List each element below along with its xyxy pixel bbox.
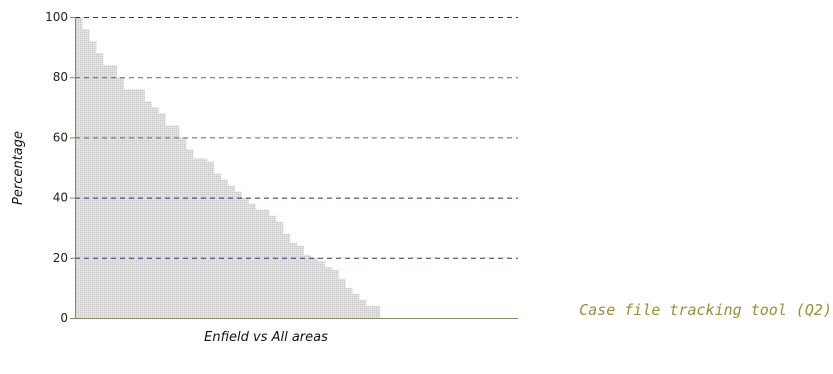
- area-bar: [275, 221, 284, 318]
- area-bar: [206, 161, 215, 318]
- area-bar: [344, 287, 353, 318]
- area-bar: [331, 269, 339, 318]
- area-layer: [75, 17, 381, 319]
- area-bar: [192, 158, 201, 318]
- y-tick-label: 60: [53, 130, 68, 144]
- area-bar: [303, 254, 311, 318]
- area-bar: [365, 305, 374, 318]
- area-bar: [95, 53, 104, 319]
- area-bar: [261, 209, 270, 318]
- area-bar: [289, 242, 298, 318]
- area-bar: [81, 29, 90, 318]
- area-bar: [137, 89, 145, 319]
- legend-series-label: Case file tracking tool (Q2): [579, 301, 832, 319]
- area-bar: [248, 203, 256, 318]
- area-bar: [241, 197, 249, 318]
- y-tick-label: 100: [45, 10, 68, 24]
- area-bar: [130, 89, 138, 319]
- area-bar: [268, 215, 277, 318]
- y-axis-title: Percentage: [11, 131, 26, 205]
- area-bar: [296, 245, 305, 318]
- y-tick-label: 0: [60, 311, 68, 325]
- area-bar: [317, 260, 325, 318]
- area-bar: [185, 149, 194, 318]
- x-axis-title: Enfield vs All areas: [204, 330, 328, 345]
- area-bar: [88, 41, 97, 318]
- area-bar: [171, 125, 180, 318]
- area-bar: [144, 101, 152, 318]
- area-bar: [151, 107, 159, 318]
- area-bar: [234, 191, 242, 318]
- area-bar: [178, 137, 187, 318]
- y-tick-label: 20: [53, 251, 68, 265]
- area-bar: [324, 266, 332, 318]
- area-bar: [351, 293, 360, 318]
- area-bar: [102, 65, 111, 318]
- area-bar: [213, 173, 221, 318]
- y-tick-label: 80: [53, 70, 68, 84]
- y-tick-label: 40: [53, 191, 68, 205]
- area-bar: [75, 17, 83, 318]
- area-bar: [109, 65, 118, 318]
- area-bar: [372, 305, 381, 318]
- area-bar: [164, 125, 173, 318]
- area-bar: [254, 209, 263, 318]
- area-bar: [227, 185, 235, 318]
- y-tick-labels: 0 20 40 60 80 100: [45, 10, 75, 325]
- area-bar: [123, 89, 131, 319]
- area-bar: [338, 278, 346, 318]
- area-bar: [220, 179, 228, 318]
- axes: [75, 17, 518, 319]
- grid-lines: [75, 17, 518, 259]
- area-bar: [158, 113, 166, 318]
- area-bar: [310, 257, 318, 318]
- area-bar: [199, 158, 208, 318]
- area-bar: [282, 233, 291, 318]
- area-bar: [358, 299, 367, 318]
